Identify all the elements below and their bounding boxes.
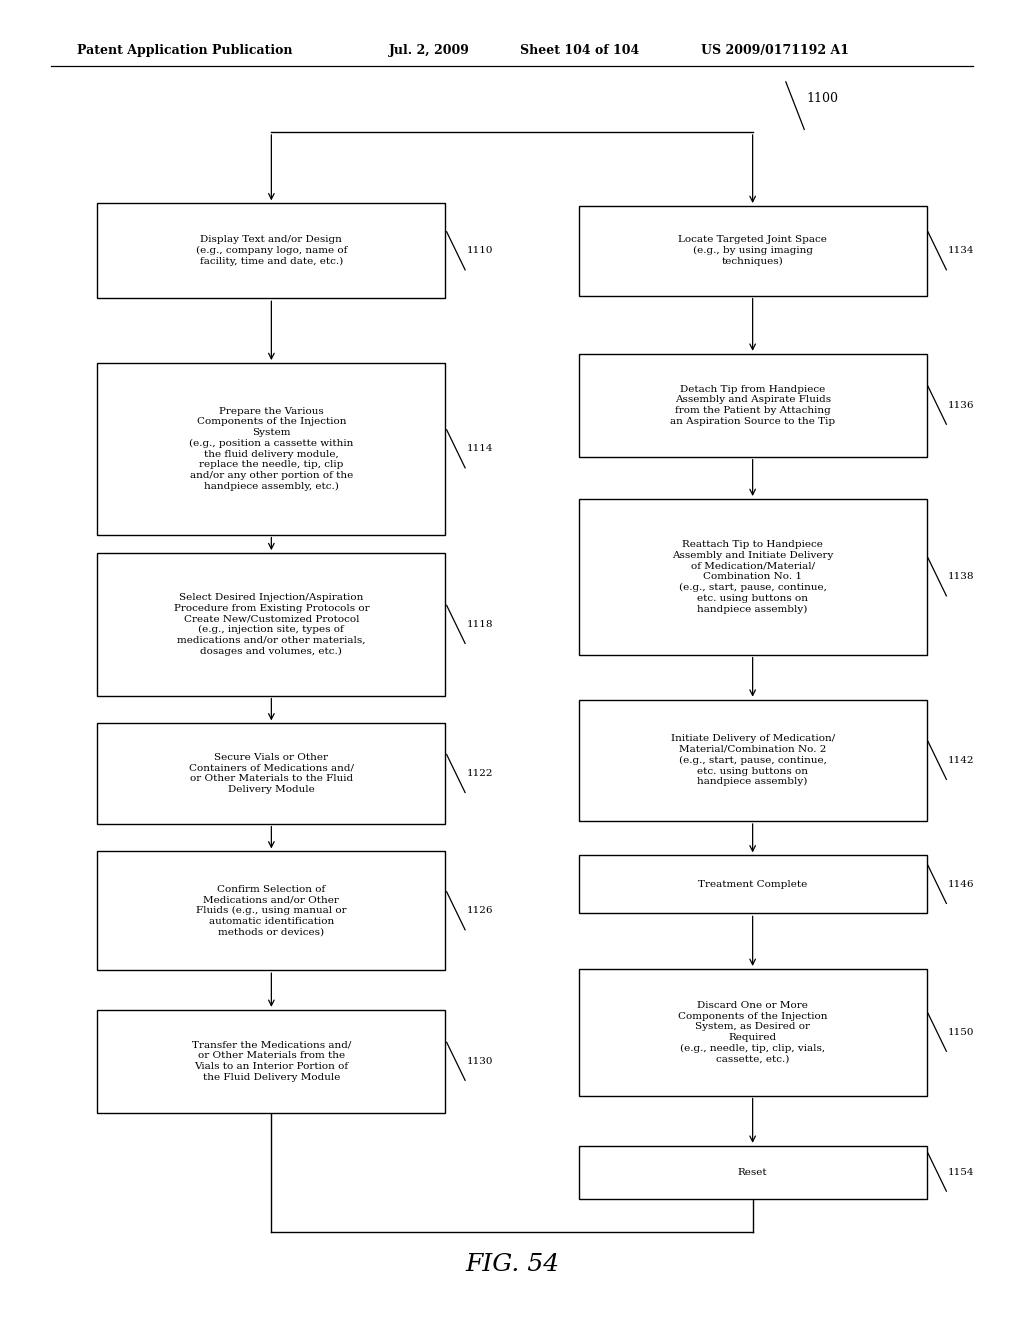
Text: Display Text and/or Design
(e.g., company logo, name of
facility, time and date,: Display Text and/or Design (e.g., compan…: [196, 235, 347, 267]
Bar: [579, 969, 927, 1096]
Text: 1110: 1110: [467, 247, 494, 255]
Text: 1146: 1146: [948, 880, 975, 888]
Bar: [97, 203, 445, 298]
Bar: [97, 553, 445, 696]
Text: FIG. 54: FIG. 54: [465, 1253, 559, 1276]
Text: 1150: 1150: [948, 1028, 975, 1036]
Text: Secure Vials or Other
Containers of Medications and/
or Other Materials to the F: Secure Vials or Other Containers of Medi…: [188, 752, 354, 795]
Bar: [97, 1010, 445, 1113]
Text: 1154: 1154: [948, 1168, 975, 1176]
Text: 1126: 1126: [467, 907, 494, 915]
Text: 1142: 1142: [948, 756, 975, 764]
Text: 1130: 1130: [467, 1057, 494, 1065]
Text: Reattach Tip to Handpiece
Assembly and Initiate Delivery
of Medication/Material/: Reattach Tip to Handpiece Assembly and I…: [672, 540, 834, 614]
Text: 1138: 1138: [948, 573, 975, 581]
Bar: [579, 1146, 927, 1199]
Bar: [579, 855, 927, 913]
Text: 1122: 1122: [467, 770, 494, 777]
Text: Confirm Selection of
Medications and/or Other
Fluids (e.g., using manual or
auto: Confirm Selection of Medications and/or …: [196, 884, 347, 937]
Bar: [97, 723, 445, 824]
Text: Select Desired Injection/Aspiration
Procedure from Existing Protocols or
Create : Select Desired Injection/Aspiration Proc…: [173, 593, 370, 656]
Bar: [579, 499, 927, 655]
Text: Sheet 104 of 104: Sheet 104 of 104: [520, 44, 639, 57]
Text: Prepare the Various
Components of the Injection
System
(e.g., position a cassett: Prepare the Various Components of the In…: [189, 407, 353, 491]
Text: Discard One or More
Components of the Injection
System, as Desired or
Required
(: Discard One or More Components of the In…: [678, 1001, 827, 1064]
Bar: [579, 206, 927, 296]
Text: 1114: 1114: [467, 445, 494, 453]
Text: 1100: 1100: [806, 92, 838, 106]
Text: Detach Tip from Handpiece
Assembly and Aspirate Fluids
from the Patient by Attac: Detach Tip from Handpiece Assembly and A…: [670, 384, 836, 426]
Text: 1118: 1118: [467, 620, 494, 628]
Text: Treatment Complete: Treatment Complete: [698, 880, 807, 888]
Bar: [97, 363, 445, 535]
Text: Reset: Reset: [738, 1168, 767, 1176]
Bar: [579, 700, 927, 821]
Text: Transfer the Medications and/
or Other Materials from the
Vials to an Interior P: Transfer the Medications and/ or Other M…: [191, 1040, 351, 1082]
Bar: [579, 354, 927, 457]
Text: Initiate Delivery of Medication/
Material/Combination No. 2
(e.g., start, pause,: Initiate Delivery of Medication/ Materia…: [671, 734, 835, 787]
Text: US 2009/0171192 A1: US 2009/0171192 A1: [701, 44, 850, 57]
Bar: [97, 851, 445, 970]
Text: 1134: 1134: [948, 247, 975, 255]
Text: Locate Targeted Joint Space
(e.g., by using imaging
techniques): Locate Targeted Joint Space (e.g., by us…: [678, 235, 827, 267]
Text: Jul. 2, 2009: Jul. 2, 2009: [389, 44, 470, 57]
Text: Patent Application Publication: Patent Application Publication: [77, 44, 292, 57]
Text: 1136: 1136: [948, 401, 975, 409]
